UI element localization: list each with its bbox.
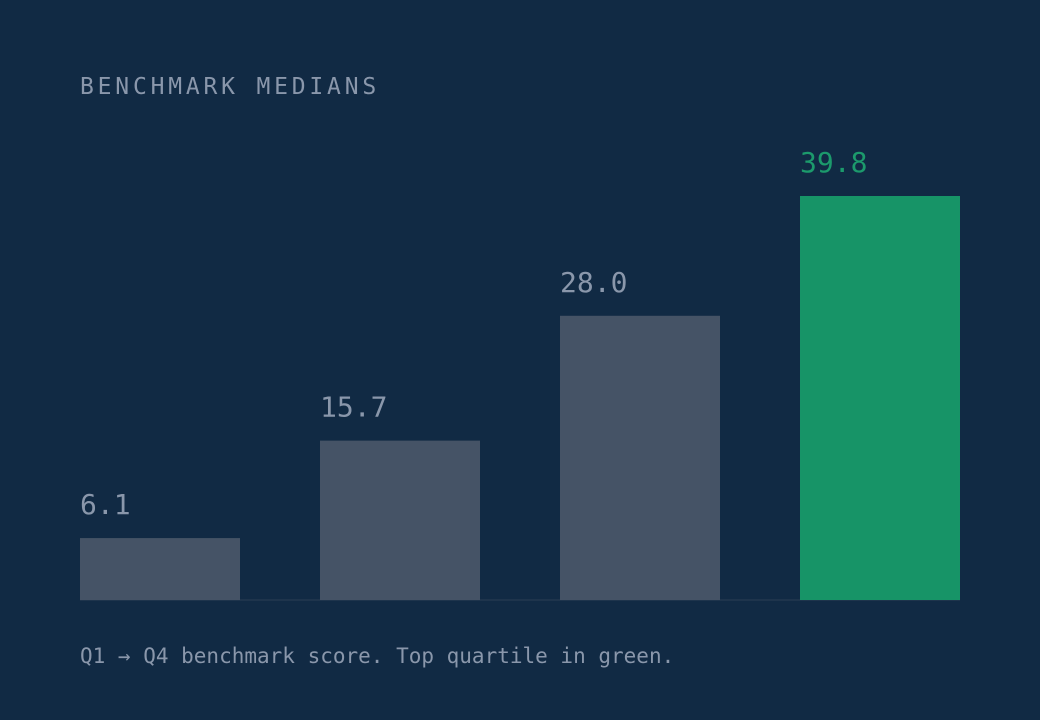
bar-4 bbox=[800, 196, 960, 600]
chart-caption: Q1 → Q4 benchmark score. Top quartile in… bbox=[80, 644, 675, 668]
bar-1 bbox=[80, 538, 240, 600]
chart-title: BENCHMARK MEDIANS bbox=[80, 74, 381, 100]
bar-value-label-1: 6.1 bbox=[80, 488, 131, 521]
bar-value-label-2: 15.7 bbox=[320, 391, 387, 424]
bar-3 bbox=[560, 315, 720, 600]
bar-value-label-3: 28.0 bbox=[560, 266, 627, 299]
bar-2 bbox=[320, 440, 480, 600]
bar-value-label-4: 39.8 bbox=[800, 146, 867, 179]
